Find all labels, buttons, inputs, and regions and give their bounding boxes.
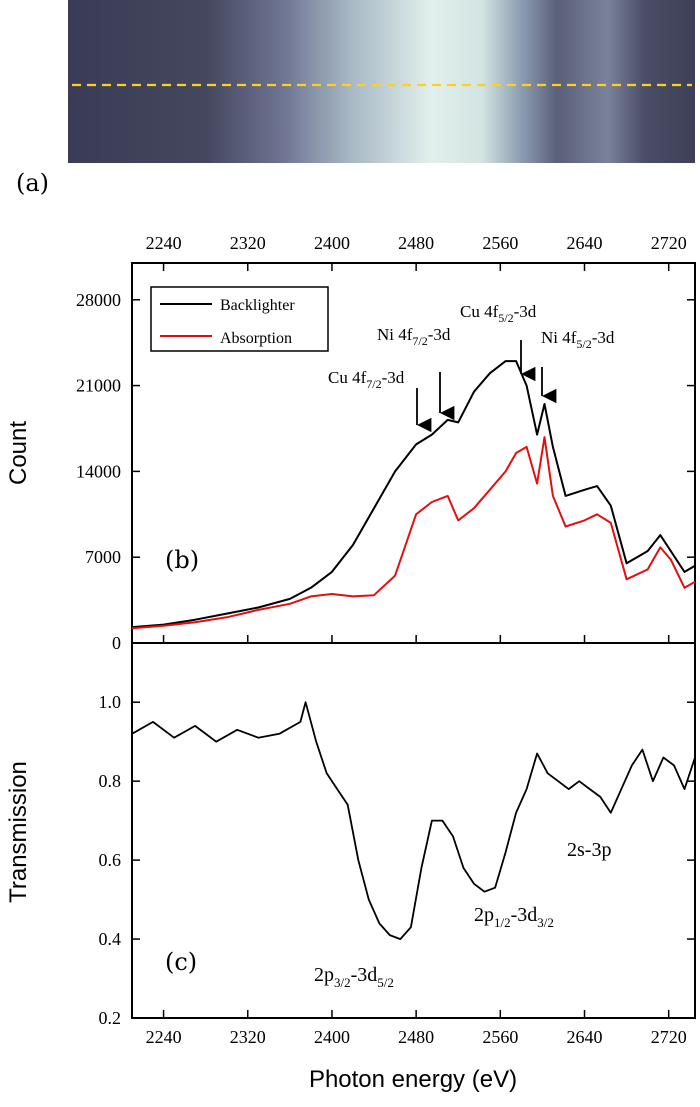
panel-c-frame: [131, 642, 696, 1019]
legend-label-backlighter: Backlighter: [220, 297, 295, 314]
annotations-b: Cu 4f7/2-3d Ni 4f7/2-3d Cu 4f5/2-3d Ni 4…: [328, 302, 615, 433]
detector-image-panel: [68, 0, 695, 163]
top-x-tick-label: 2640: [567, 233, 603, 253]
panel-c-series: [131, 701, 696, 940]
top-x-tick-label: 2320: [230, 233, 266, 253]
annot-cu-4f72: Cu 4f7/2-3d: [328, 368, 405, 391]
y-tick-label-count: 14000: [76, 461, 121, 481]
bottom-x-tick-label: 2480: [398, 1027, 434, 1047]
annot-2s-3p: 2s-3p: [567, 839, 611, 861]
annot-ni-4f52: Ni 4f5/2-3d: [541, 328, 615, 351]
y-tick-label-count: 21000: [76, 376, 121, 396]
series-line-absorption: [131, 436, 696, 630]
bottom-x-tick-label: 2640: [567, 1027, 603, 1047]
top-x-tick-labels: 2240 2320 2400 2480 2560 2640 2720: [146, 233, 687, 253]
legend: Backlighter Absorption: [150, 286, 329, 352]
y-axis-title-count: Count: [5, 421, 32, 485]
panel-b-series: [131, 360, 696, 630]
top-x-tick-label: 2240: [146, 233, 182, 253]
detector-image: [68, 0, 695, 163]
panel-c-ticks: 2240 2320 2400 2480 2560 2640 2720 0.2 0.4 0.6 0.8…: [99, 692, 695, 1047]
y-tick-label-transmission: 1.0: [99, 692, 122, 712]
panel-label-a: (a): [16, 169, 49, 197]
panel-b: 0 7000 14000 21000 28000 Backlighter Absorpt…: [76, 262, 696, 653]
y-tick-label-transmission: 0.4: [99, 929, 122, 949]
bottom-x-tick-label: 2320: [230, 1027, 266, 1047]
y-tick-label-transmission: 0.6: [99, 850, 122, 870]
panel-label-b: (b): [165, 546, 199, 574]
top-x-tick-label: 2480: [398, 233, 434, 253]
x-axis-title: Photon energy (eV): [309, 1066, 517, 1093]
series-line-transmission: [131, 701, 696, 940]
panel-c: 2240 2320 2400 2480 2560 2640 2720 0.2 0.4 0.6 0.8…: [99, 642, 696, 1047]
y-tick-label-count: 0: [112, 633, 121, 653]
top-x-tick-label: 2400: [314, 233, 350, 253]
annot-2p32-3d52: 2p3/2-3d5/2: [314, 964, 394, 990]
y-tick-label-transmission: 0.8: [99, 771, 122, 791]
y-tick-label-count: 28000: [76, 290, 121, 310]
top-x-tick-label: 2720: [651, 233, 687, 253]
annot-ni-4f72: Ni 4f7/2-3d: [377, 325, 451, 348]
annotations-c: 2p3/2-3d5/2 2p1/2-3d3/2 2s-3p: [314, 839, 611, 990]
annot-cu-4f52: Cu 4f5/2-3d: [460, 302, 537, 325]
bottom-x-tick-label: 2720: [651, 1027, 687, 1047]
top-x-tick-label: 2560: [482, 233, 518, 253]
bottom-x-tick-label: 2560: [482, 1027, 518, 1047]
panel-b-ticks: 0 7000 14000 21000 28000: [76, 263, 695, 653]
legend-box: [150, 286, 329, 352]
y-tick-label-transmission: 0.2: [99, 1008, 122, 1028]
y-tick-label-count: 7000: [85, 547, 121, 567]
annot-2p12-3d32: 2p1/2-3d3/2: [474, 904, 554, 930]
panel-label-c: (c): [165, 948, 197, 976]
y-axis-title-transmission: Transmission: [5, 761, 32, 903]
bottom-x-tick-label: 2240: [146, 1027, 182, 1047]
bottom-x-tick-label: 2400: [314, 1027, 350, 1047]
legend-label-absorption: Absorption: [220, 330, 292, 347]
series-line-backlighter: [131, 360, 696, 629]
